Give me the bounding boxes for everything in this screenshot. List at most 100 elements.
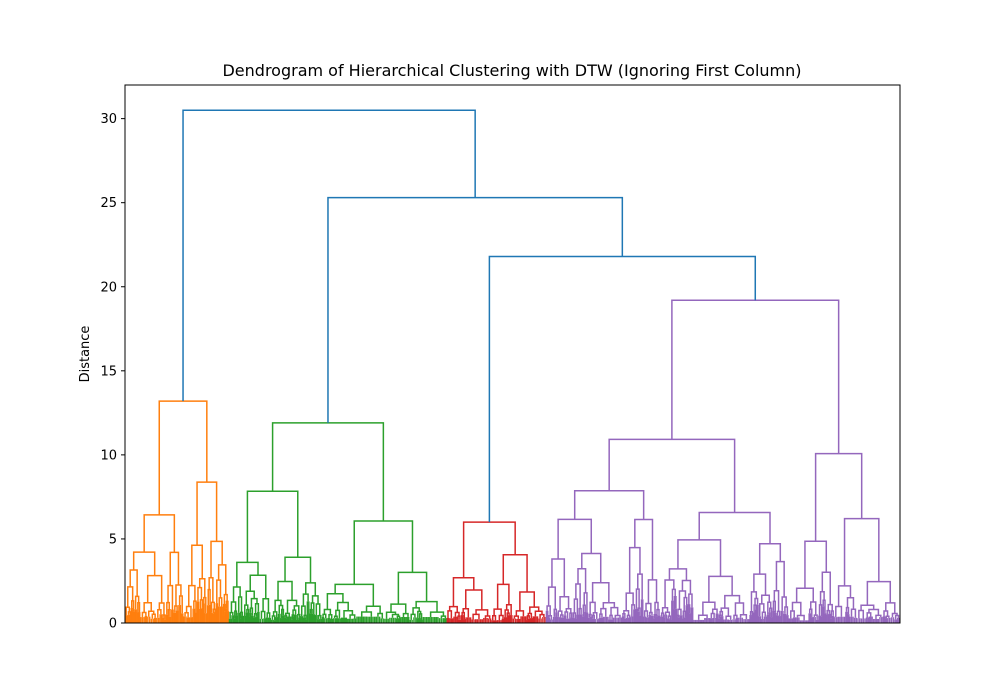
dendrogram-link xyxy=(610,606,619,616)
dendrogram-link xyxy=(591,581,610,603)
dendrogram-link xyxy=(236,561,259,587)
dendrogram-link xyxy=(733,614,738,620)
dendrogram-link xyxy=(317,614,322,620)
dendrogram-link xyxy=(158,602,165,616)
dendrogram-link xyxy=(266,612,271,618)
dendrogram-link xyxy=(167,584,174,610)
dendrogram-link xyxy=(582,604,586,617)
dendrogram-link xyxy=(850,608,857,618)
dendrogram-link xyxy=(326,593,344,610)
dendrogram-link xyxy=(804,540,828,589)
dendrogram-link xyxy=(417,610,422,619)
dendrogram-link xyxy=(673,596,677,610)
dendrogram-link xyxy=(710,612,715,619)
dendrogram-link xyxy=(504,609,509,618)
dendrogram-link xyxy=(837,585,852,607)
dendrogram-link xyxy=(858,609,865,619)
dendrogram-link xyxy=(635,588,640,609)
dendrogram-link xyxy=(343,609,354,618)
dendrogram-link xyxy=(681,579,692,595)
dendrogram-link xyxy=(634,518,654,580)
top-link xyxy=(182,109,476,402)
dendrogram-link xyxy=(575,583,581,609)
dendrogram-link xyxy=(208,577,214,603)
dendrogram-link xyxy=(813,614,818,620)
dendrogram-link xyxy=(734,602,745,616)
top-link xyxy=(327,196,624,423)
dendrogram-link xyxy=(440,615,447,619)
dendrogram-link xyxy=(158,400,208,515)
dendrogram-link xyxy=(534,610,543,617)
dendrogram-link xyxy=(626,614,631,619)
dendrogram-link xyxy=(671,299,840,454)
dendrogram-link xyxy=(218,597,223,607)
dendrogram-link xyxy=(637,573,643,600)
dendrogram-link xyxy=(573,490,645,520)
dendrogram-link xyxy=(559,614,564,618)
dendrogram-link xyxy=(210,540,223,578)
dendrogram-link xyxy=(623,609,630,616)
dendrogram-link xyxy=(548,615,553,620)
dendrogram-link xyxy=(315,603,321,616)
dendrogram-link xyxy=(353,520,414,585)
dendrogram-link xyxy=(628,546,641,594)
dendrogram-link xyxy=(137,601,141,613)
dendrogram-link xyxy=(809,601,817,616)
dendrogram-link xyxy=(671,588,676,601)
dendrogram-link xyxy=(860,604,875,611)
dendrogram-link xyxy=(188,584,196,607)
dendrogram-link xyxy=(302,593,309,607)
dendrogram-link xyxy=(677,608,682,616)
dendrogram-link xyxy=(454,611,460,617)
dendrogram-link xyxy=(360,611,373,617)
dendrogram-link xyxy=(309,608,313,614)
dendrogram-link xyxy=(660,612,665,618)
dendrogram-link xyxy=(631,604,636,617)
dendrogram-link xyxy=(708,575,733,603)
dendrogram-link xyxy=(271,422,385,521)
y-axis: 0 5 10 15 20 25 30 xyxy=(100,112,125,632)
dendrogram-link xyxy=(134,595,140,610)
dendrogram-link xyxy=(191,544,204,586)
dendrogram-link xyxy=(284,614,288,619)
dendrogram-link xyxy=(291,614,295,620)
dendrogram-link xyxy=(687,604,691,614)
dendrogram-link xyxy=(526,615,530,621)
dendrogram-link xyxy=(577,567,587,593)
dendrogram-link xyxy=(818,604,823,617)
dendrogram-link xyxy=(668,568,688,581)
top-link xyxy=(488,255,757,523)
dendrogram-link xyxy=(250,597,258,609)
y-axis-label: Distance xyxy=(78,326,93,383)
dendrogram-link xyxy=(775,560,785,597)
dendrogram-link xyxy=(698,511,771,544)
dendrogram-link xyxy=(592,612,598,620)
dendrogram-link xyxy=(557,610,563,617)
dendrogram-link xyxy=(244,604,249,616)
y-tick-label: 30 xyxy=(100,112,117,127)
dendrogram-link xyxy=(827,603,833,612)
dendrogram-link xyxy=(589,601,596,615)
chart-title: Dendrogram of Hierarchical Clustering wi… xyxy=(222,61,801,80)
dendrogram-link xyxy=(336,601,349,611)
dendrogram-link xyxy=(146,574,163,604)
y-tick-label: 20 xyxy=(100,280,117,295)
dendrogram-link xyxy=(210,601,215,613)
dendrogram-link xyxy=(609,614,613,620)
dendrogram-link xyxy=(447,610,453,619)
dendrogram-link xyxy=(254,603,260,614)
dendrogram-link xyxy=(578,607,582,615)
dendrogram-link xyxy=(397,571,428,605)
dendrogram-link xyxy=(169,551,180,586)
dendrogram-link xyxy=(643,610,649,618)
dendrogram-link xyxy=(527,612,533,619)
dendrogram-link xyxy=(835,605,843,618)
dendrogram-link xyxy=(246,608,250,617)
dendrogram-link xyxy=(625,592,634,611)
dendrogram-link xyxy=(758,542,782,575)
dendrogram-link xyxy=(334,583,375,607)
dendrogram-link xyxy=(293,605,300,615)
dendrogram-link xyxy=(602,602,616,609)
dendrogram-link xyxy=(591,614,595,619)
